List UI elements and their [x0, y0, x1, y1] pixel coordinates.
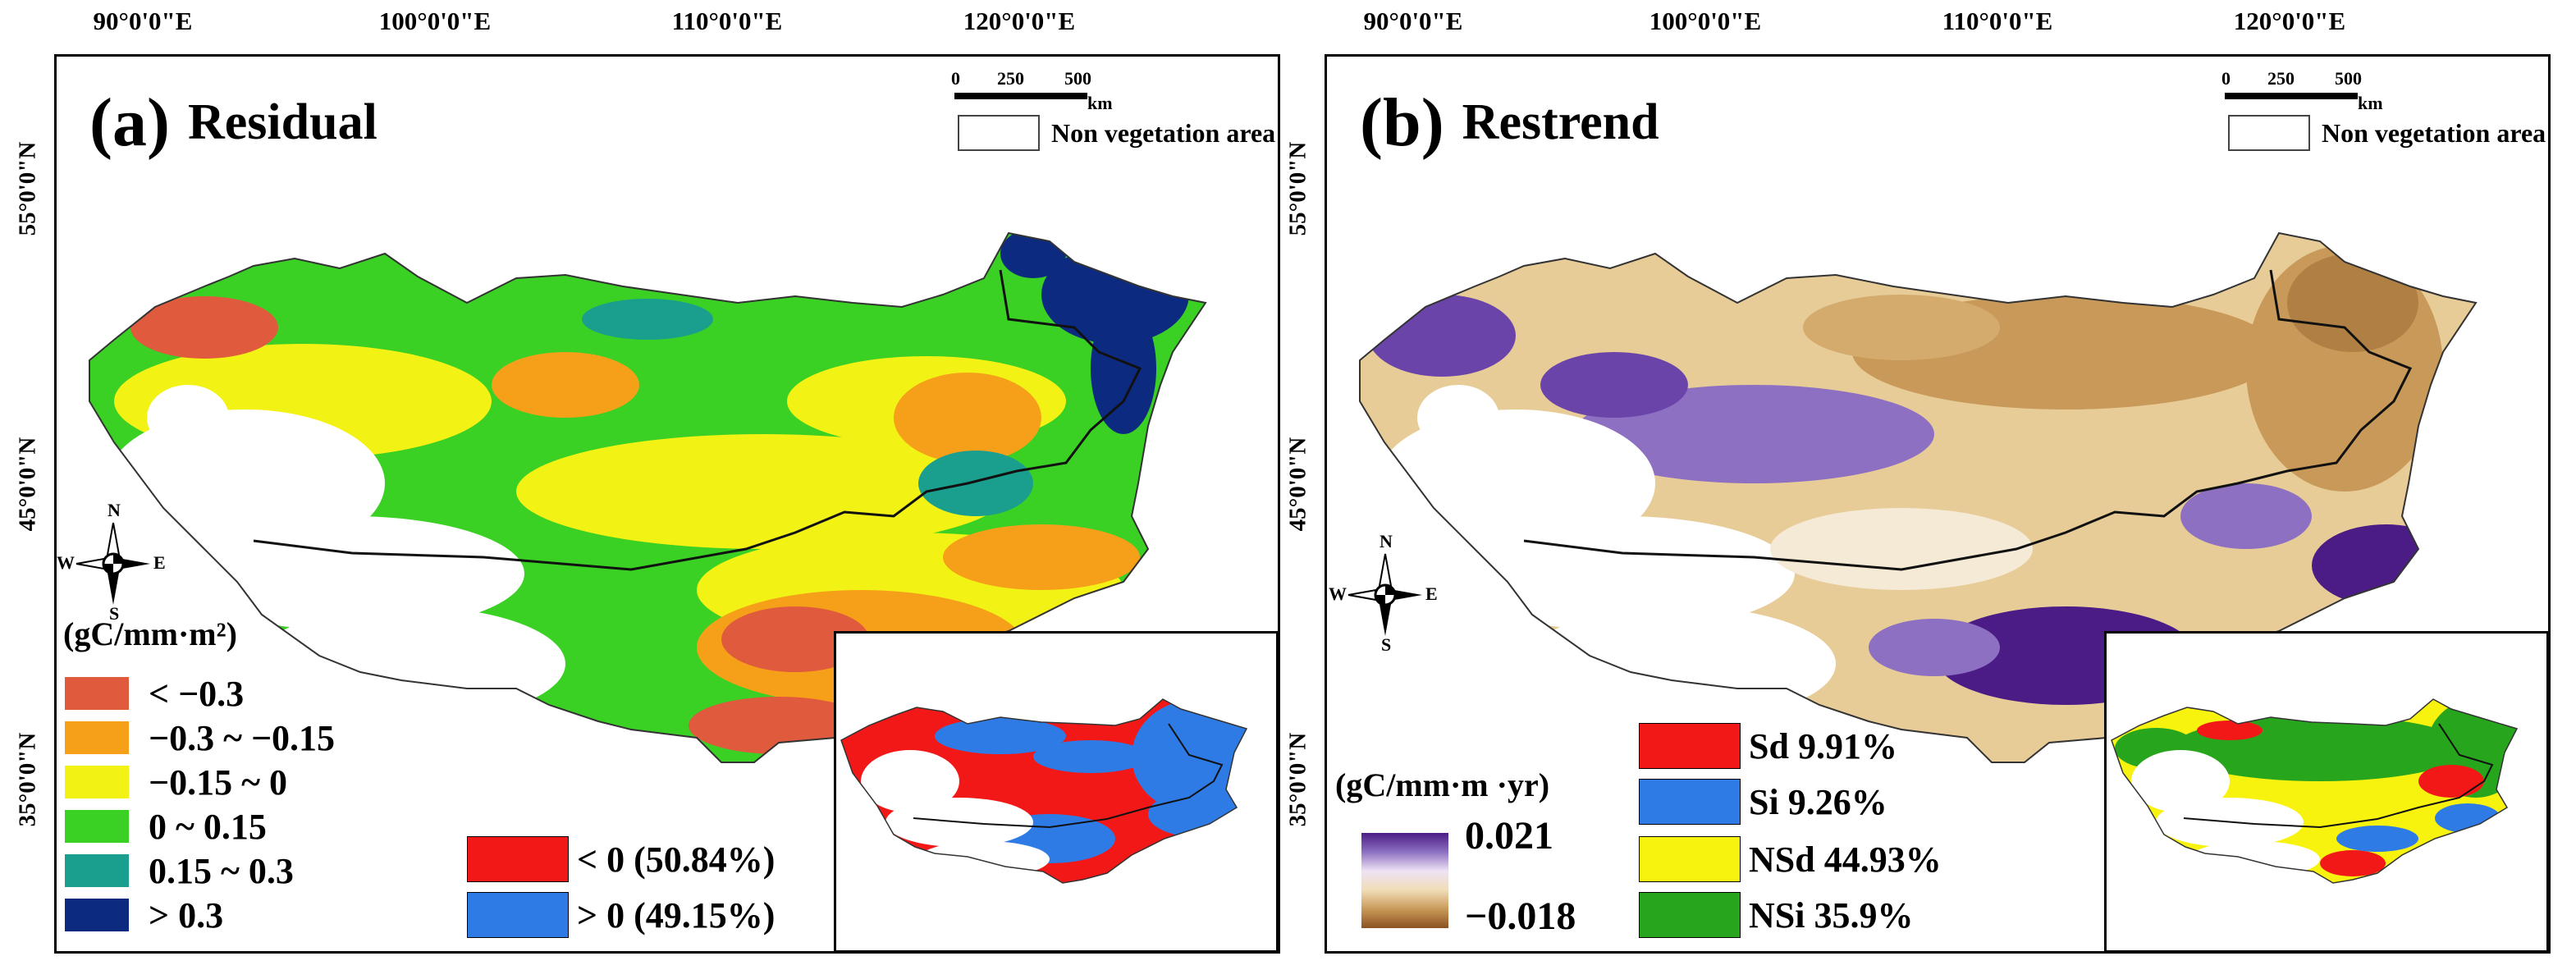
- residual-inset-map: [834, 631, 1278, 951]
- restrend-class-nsd-label: NSd 44.93%: [1749, 839, 1942, 880]
- residual-class-2-label: −0.3 ~ −0.15: [149, 717, 336, 758]
- restrend-class-si-label: Si 9.26%: [1749, 781, 1887, 822]
- non-vegetation-legend-a: Non vegetation area: [958, 114, 1275, 152]
- scalebar-b-tick-500: 500: [2335, 68, 2362, 89]
- lon-label-110e: 110°0'0"E: [671, 7, 783, 35]
- lon-label-100e-b: 100°0'0"E: [1649, 7, 1762, 35]
- gradient-max-label: 0.021: [1465, 814, 1553, 858]
- scalebar-tick-500: 500: [1064, 68, 1091, 89]
- residual-summary-negative-label: < 0 (50.84%): [577, 839, 776, 880]
- scalebar-a: 0 250 500 km: [951, 68, 1148, 126]
- compass-b-e: E: [1425, 583, 1438, 604]
- scalebar-bar: [954, 93, 1087, 99]
- compass-graphic: [75, 522, 150, 605]
- compass-s: S: [109, 603, 120, 624]
- lon-label-120e: 120°0'0"E: [963, 7, 1076, 35]
- residual-class-6: > 0.3: [65, 894, 224, 936]
- gradient-min-label: −0.018: [1465, 894, 1576, 938]
- residual-class-5-swatch: [65, 854, 129, 887]
- compass-rose-icon: N S W E: [57, 500, 167, 624]
- panel-a-unit: (gC/mm·m²): [63, 615, 237, 652]
- residual-class-4-label: 0 ~ 0.15: [149, 806, 267, 847]
- lon-label-110e-b: 110°0'0"E: [1942, 7, 2053, 35]
- panel-b-unit: (gC/mm·m ·yr): [1335, 766, 1550, 803]
- compass-n: N: [108, 500, 121, 520]
- non-vegetation-label-b: Non vegetation area: [2322, 117, 2546, 148]
- residual-summary-positive-swatch: [467, 892, 569, 938]
- residual-summary-positive: > 0 (49.15%): [467, 892, 775, 938]
- lat-label-35n-b: 35°0'0"N: [1284, 732, 1311, 827]
- restrend-class-nsd: NSd 44.93%: [1639, 836, 1942, 882]
- panel-a-title: (a) Residual: [89, 83, 377, 162]
- residual-class-3: −0.15 ~ 0: [65, 762, 287, 803]
- residual-class-1: < −0.3: [65, 673, 245, 714]
- residual-class-1-swatch: [65, 677, 129, 710]
- lon-label-120e-b: 120°0'0"E: [2233, 7, 2346, 35]
- residual-class-5: 0.15 ~ 0.3: [65, 850, 294, 891]
- restrend-inset-map: [2104, 631, 2548, 951]
- residual-class-4-swatch: [65, 810, 129, 843]
- lon-label-100e: 100°0'0"E: [378, 7, 492, 35]
- non-vegetation-swatch: [958, 115, 1040, 151]
- panel-b-name: Restrend: [1462, 94, 1659, 150]
- scalebar-tick-250: 250: [997, 68, 1024, 89]
- restrend-class-nsi-label: NSi 35.9%: [1749, 894, 1914, 936]
- compass-b-w: W: [1329, 583, 1347, 604]
- restrend-gradient-bar: [1361, 833, 1448, 928]
- residual-class-3-label: −0.15 ~ 0: [149, 762, 287, 803]
- non-vegetation-legend-b: Non vegetation area: [2228, 114, 2546, 152]
- residual-class-1-label: < −0.3: [149, 673, 245, 714]
- lon-label-90e-b: 90°0'0"E: [1363, 7, 1463, 35]
- lat-label-55n-b: 55°0'0"N: [1284, 141, 1311, 236]
- panel-residual: (a) Residual 0 250 500 km Non vegetation …: [54, 54, 1280, 954]
- compass-b-s: S: [1381, 634, 1392, 655]
- scalebar-b-tick-250: 250: [2267, 68, 2295, 89]
- lat-label-55n: 55°0'0"N: [14, 141, 41, 236]
- non-vegetation-swatch-b: [2228, 115, 2310, 151]
- restrend-class-nsd-swatch: [1639, 836, 1741, 882]
- residual-class-4: 0 ~ 0.15: [65, 806, 267, 847]
- residual-class-6-label: > 0.3: [149, 894, 224, 936]
- scalebar-tick-0: 0: [951, 68, 960, 89]
- restrend-class-sd-label: Sd 9.91%: [1749, 725, 1897, 766]
- lat-label-35n: 35°0'0"N: [14, 732, 41, 827]
- residual-class-3-swatch: [65, 766, 129, 798]
- lat-label-45n: 45°0'0"N: [14, 437, 41, 532]
- restrend-inset-graphic: [2111, 698, 2519, 884]
- lat-label-45n-b: 45°0'0"N: [1284, 437, 1311, 532]
- compass-w: W: [57, 552, 75, 573]
- scalebar-b-bar: [2225, 93, 2358, 99]
- restrend-class-si-swatch: [1639, 779, 1741, 825]
- lon-label-90e: 90°0'0"E: [93, 7, 193, 35]
- residual-inset-graphic: [840, 698, 1248, 884]
- non-vegetation-label: Non vegetation area: [1051, 117, 1276, 148]
- panel-a-name: Residual: [187, 94, 377, 150]
- restrend-map: [1359, 231, 2478, 763]
- scalebar-b-unit: km: [2358, 93, 2383, 113]
- restrend-class-nsi-swatch: [1639, 892, 1741, 938]
- compass-rose-icon-b: N S W E: [1329, 531, 1439, 655]
- compass-graphic-b: [1347, 553, 1422, 636]
- compass-e: E: [153, 552, 166, 573]
- panel-b-title: (b) Restrend: [1360, 83, 1659, 162]
- panel-a-letter: (a): [89, 85, 170, 161]
- residual-summary-negative: < 0 (50.84%): [467, 836, 775, 882]
- panel-restrend: (b) Restrend 0 250 500 km Non vegetation …: [1325, 54, 2551, 954]
- residual-class-2: −0.3 ~ −0.15: [65, 717, 336, 758]
- restrend-class-nsi: NSi 35.9%: [1639, 892, 1913, 938]
- residual-class-5-label: 0.15 ~ 0.3: [149, 850, 294, 891]
- residual-class-2-swatch: [65, 721, 129, 754]
- scalebar-b: 0 250 500 km: [2221, 68, 2418, 126]
- panel-b-letter: (b): [1360, 85, 1444, 161]
- restrend-class-sd: Sd 9.91%: [1639, 723, 1897, 769]
- residual-summary-negative-swatch: [467, 836, 569, 882]
- scalebar-b-tick-0: 0: [2221, 68, 2231, 89]
- scalebar-unit: km: [1087, 93, 1113, 113]
- residual-class-6-swatch: [65, 899, 129, 931]
- compass-b-n: N: [1380, 531, 1393, 551]
- restrend-class-si: Si 9.26%: [1639, 779, 1887, 825]
- residual-summary-positive-label: > 0 (49.15%): [577, 894, 776, 936]
- restrend-class-sd-swatch: [1639, 723, 1741, 769]
